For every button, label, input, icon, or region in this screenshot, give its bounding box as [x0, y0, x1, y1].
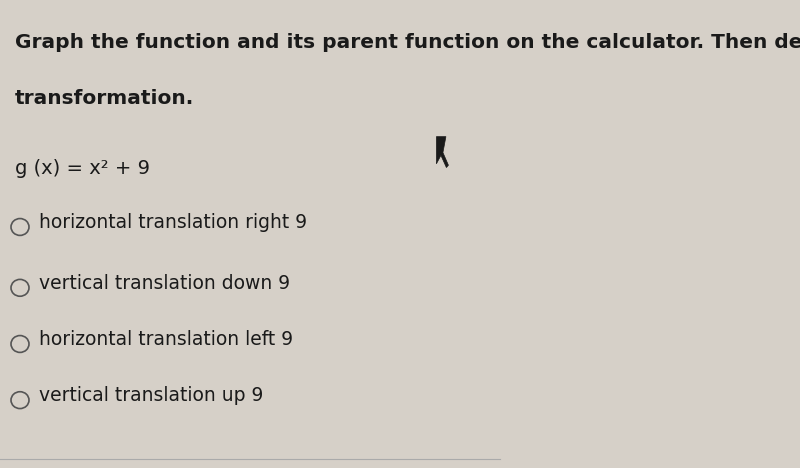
Text: g (x) = x² + 9: g (x) = x² + 9	[15, 159, 150, 178]
Text: Graph the function and its parent function on the calculator. Then describe the: Graph the function and its parent functi…	[15, 33, 800, 52]
Text: vertical translation down 9: vertical translation down 9	[39, 274, 290, 292]
Polygon shape	[437, 137, 449, 168]
Text: horizontal translation right 9: horizontal translation right 9	[39, 213, 307, 232]
Text: transformation.: transformation.	[15, 89, 194, 108]
Text: vertical translation up 9: vertical translation up 9	[39, 386, 263, 405]
Text: horizontal translation left 9: horizontal translation left 9	[39, 330, 293, 349]
